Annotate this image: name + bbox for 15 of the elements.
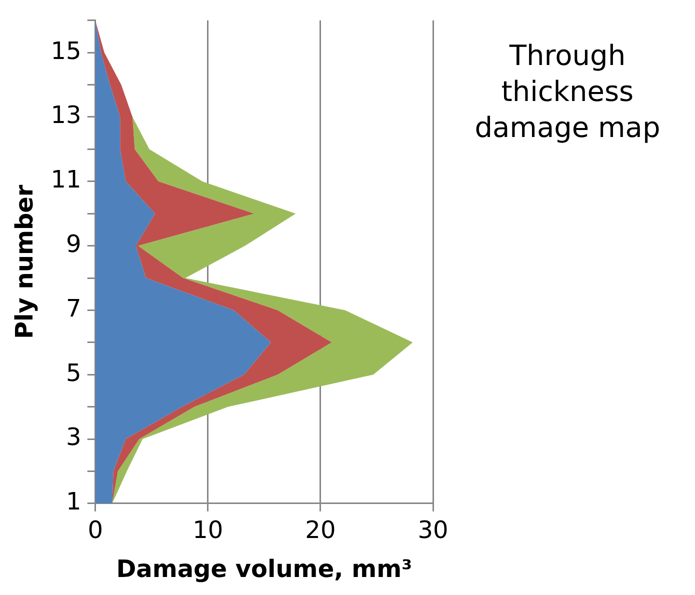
text: Through thickness damage map xyxy=(474,38,662,146)
y-tick-label: 11 xyxy=(50,166,82,194)
y-tick-label: 15 xyxy=(50,36,82,65)
x-tick-label: 0 xyxy=(88,516,103,544)
x-tick-label: 30 xyxy=(418,516,448,544)
y-tick-label: 13 xyxy=(50,101,82,130)
y-tick-label: 3 xyxy=(66,423,82,452)
x-axis-title: Damage volume, mm³ xyxy=(116,554,412,583)
x-tick-label: 10 xyxy=(192,516,224,544)
x-tick-label: 20 xyxy=(305,516,336,544)
y-tick-label: 7 xyxy=(66,294,82,322)
y-tick-label: 1 xyxy=(66,488,82,516)
y-tick-label: 5 xyxy=(66,358,82,387)
y-axis-title: Ply number xyxy=(10,184,39,340)
y-tick-label: 9 xyxy=(66,230,82,258)
